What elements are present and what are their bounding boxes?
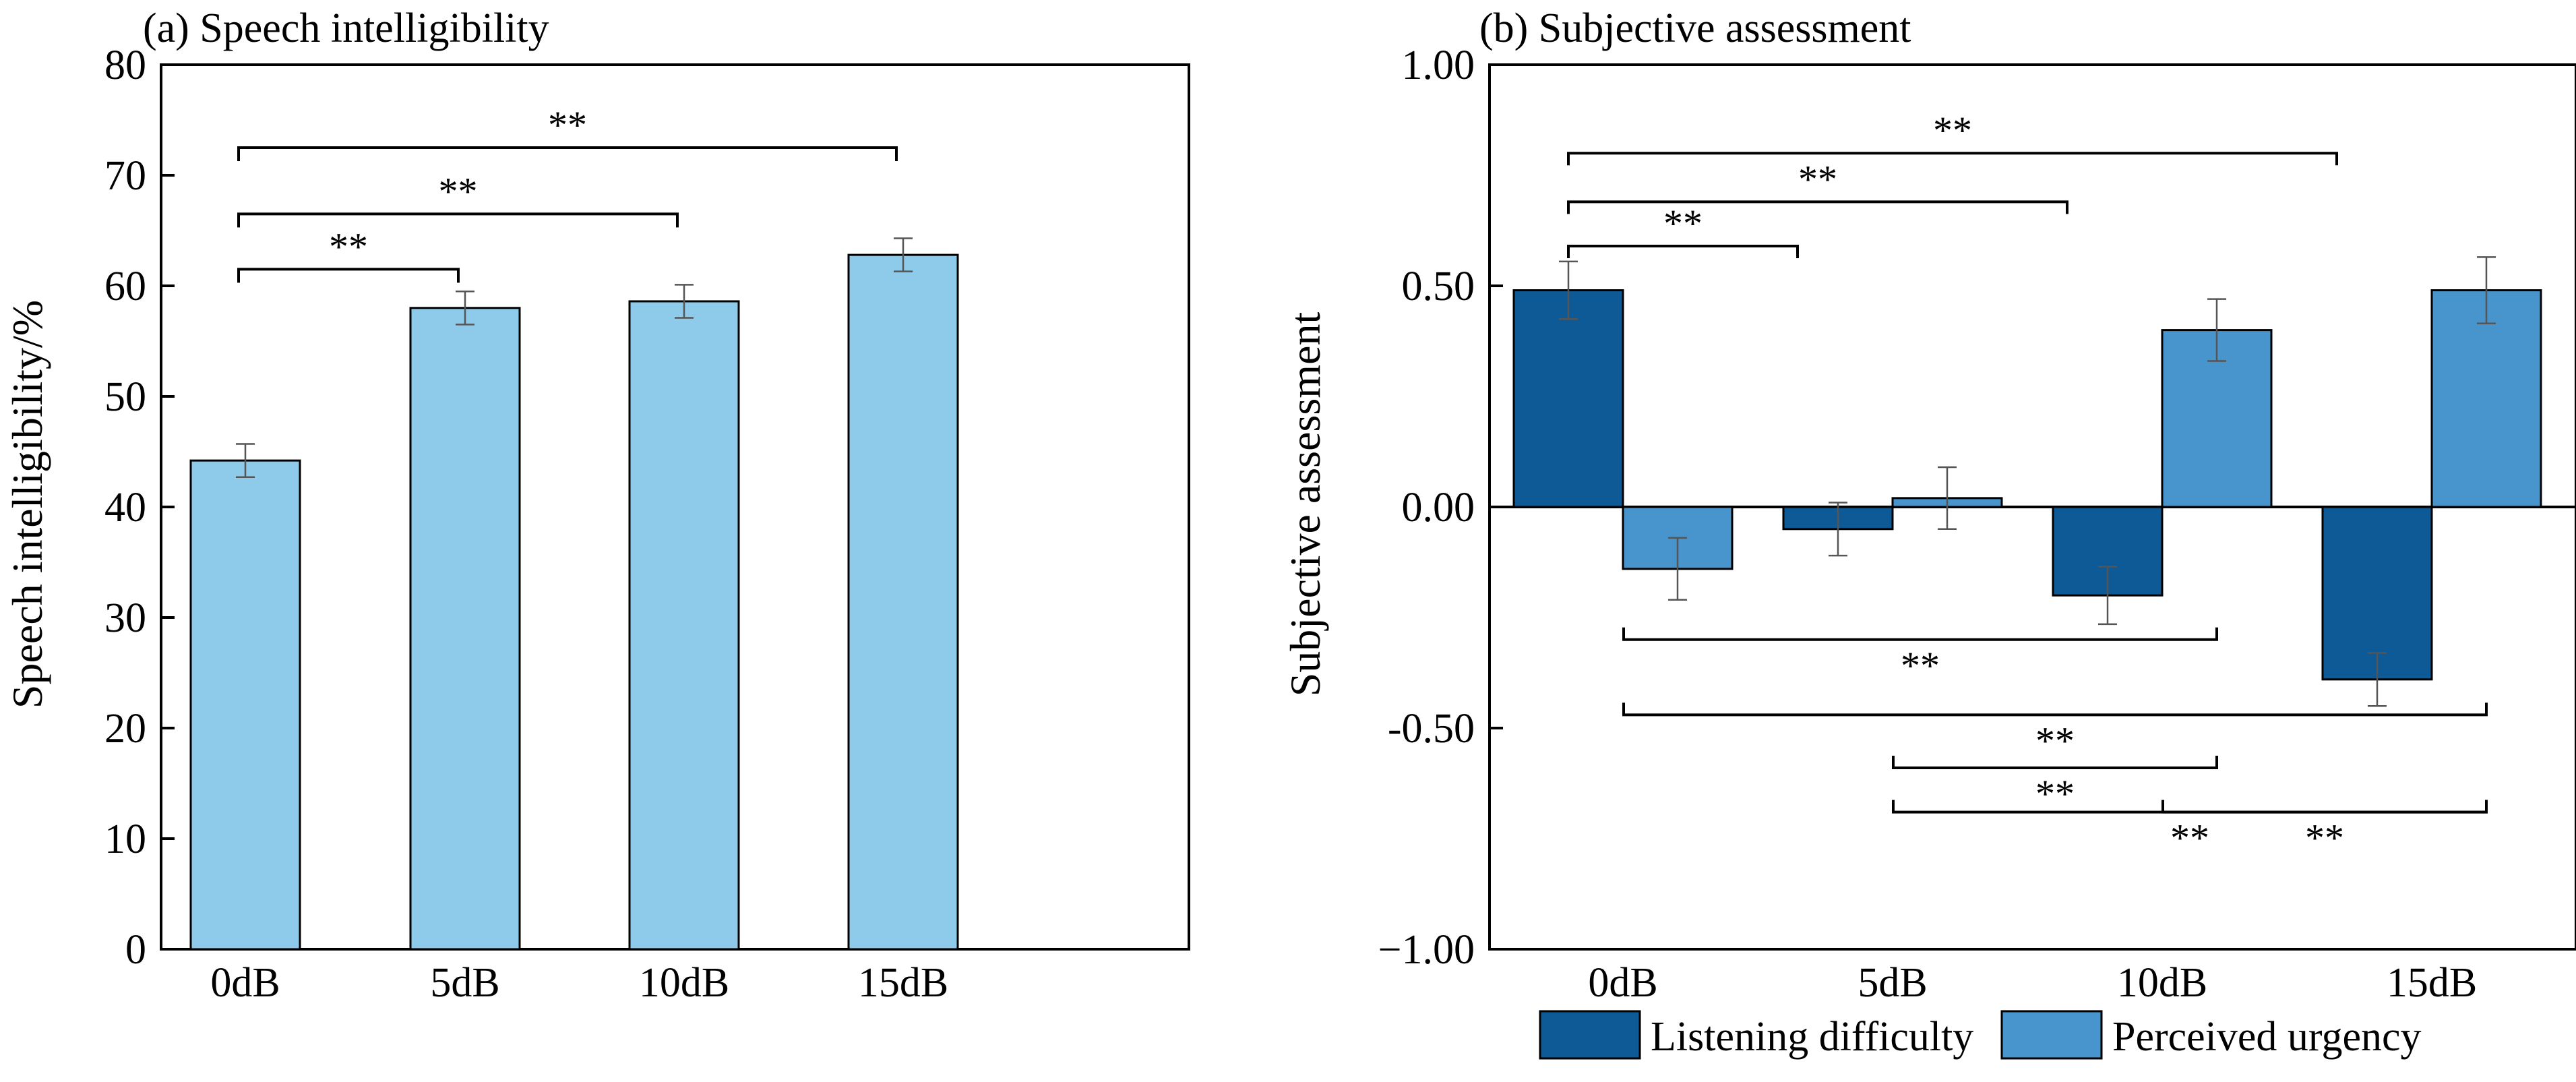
significance-label: **: [2035, 719, 2075, 762]
significance-label: **: [2305, 816, 2344, 860]
panel-a-bars: [189, 253, 959, 951]
legend-label-listening-difficulty: Listening difficulty: [1651, 1014, 1973, 1060]
x-tick-label: 10dB: [639, 960, 729, 1006]
x-tick-label: 15dB: [2387, 960, 2477, 1006]
bar: [847, 253, 959, 951]
y-tick-label: 20: [104, 706, 146, 752]
y-tick-label: 40: [104, 485, 146, 531]
significance-bracket: [1892, 756, 2218, 770]
significance-bracket: [1622, 627, 2218, 641]
bar: [189, 459, 301, 951]
panel-b-y-axis-label: Subjective assessment: [1281, 312, 1329, 697]
x-tick-label: 10dB: [2117, 960, 2207, 1006]
panel-b-y-ticks: −1.00 -0.50 0.00 0.50 1.00: [1378, 42, 1503, 973]
significance-bracket: [1567, 200, 2068, 214]
significance-label: **: [1933, 109, 1972, 152]
x-tick-label: 0dB: [210, 960, 280, 1006]
significance-label: **: [2035, 772, 2075, 816]
panel-a-x-ticks: 0dB 5dB 10dB 15dB: [210, 960, 948, 1006]
significance-label: **: [1798, 157, 1837, 201]
panel-a-speech-intelligibility: (a) Speech intelligibility Speech intell…: [3, 5, 1190, 1006]
y-tick-label: -0.50: [1388, 706, 1475, 752]
y-tick-label: 30: [104, 595, 146, 641]
y-tick-label: −1.00: [1378, 927, 1475, 973]
panel-b-x-ticks: 0dB 5dB 10dB 15dB: [1588, 960, 2477, 1006]
significance-bracket: [1567, 152, 2338, 166]
x-tick-label: 0dB: [1588, 960, 1657, 1006]
panel-a-y-axis-label: Speech intelligibility/%: [3, 300, 51, 709]
significance-label: **: [2170, 816, 2209, 860]
panel-b-significance: ** ** ** ** ** ** ** **: [1567, 109, 2488, 860]
significance-label: **: [1663, 202, 1703, 245]
panel-a-title: (a) Speech intelligibility: [143, 5, 549, 51]
bar-listening-difficulty: [1512, 289, 1624, 508]
panel-b-bars: [1512, 289, 2542, 681]
legend-label-perceived-urgency: Perceived urgency: [2112, 1014, 2422, 1060]
panel-b-subjective-assessment: (b) Subjective assessment Subjective ass…: [1281, 5, 2576, 1060]
significance-label: **: [329, 224, 368, 268]
panel-a-significance: ** ** **: [237, 103, 898, 283]
panel-b-error-bars: [1559, 256, 2496, 707]
significance-bracket: [237, 146, 898, 161]
y-tick-label: 0: [125, 927, 146, 973]
y-tick-label: 1.00: [1402, 42, 1475, 88]
legend-swatch-perceived-urgency: [2000, 1010, 2103, 1060]
significance-bracket: [1892, 800, 2488, 814]
bar: [628, 300, 740, 951]
x-tick-label: 15dB: [858, 960, 948, 1006]
y-tick-label: 50: [104, 374, 146, 420]
x-tick-label: 5dB: [1858, 960, 1927, 1006]
y-tick-label: 70: [104, 153, 146, 199]
bar-listening-difficulty: [2321, 506, 2433, 681]
significance-bracket: [1622, 702, 2488, 717]
y-tick-label: 0.00: [1402, 485, 1475, 531]
legend: Listening difficulty Perceived urgency: [1539, 1010, 2422, 1060]
significance-label: **: [548, 103, 587, 147]
significance-bracket: [1567, 244, 1799, 258]
bar: [409, 307, 521, 951]
x-tick-label: 5dB: [430, 960, 499, 1006]
panel-b-title: (b) Subjective assessment: [1479, 5, 1911, 51]
significance-bracket: [237, 268, 460, 283]
panel-a-error-bars: [236, 237, 913, 478]
significance-label: **: [1901, 644, 1940, 688]
y-tick-label: 0.50: [1402, 264, 1475, 309]
y-tick-label: 60: [104, 264, 146, 309]
y-tick-label: 10: [104, 816, 146, 862]
bar-perceived-urgency: [2430, 289, 2542, 508]
legend-swatch-listening-difficulty: [1539, 1010, 1641, 1060]
significance-label: **: [439, 169, 478, 213]
significance-bracket: [237, 212, 679, 228]
y-tick-label: 80: [104, 42, 146, 88]
panel-a-y-ticks: 0 10 20 30 40 50 60 70 80: [104, 42, 175, 973]
significance-bracket: [2161, 800, 2488, 814]
